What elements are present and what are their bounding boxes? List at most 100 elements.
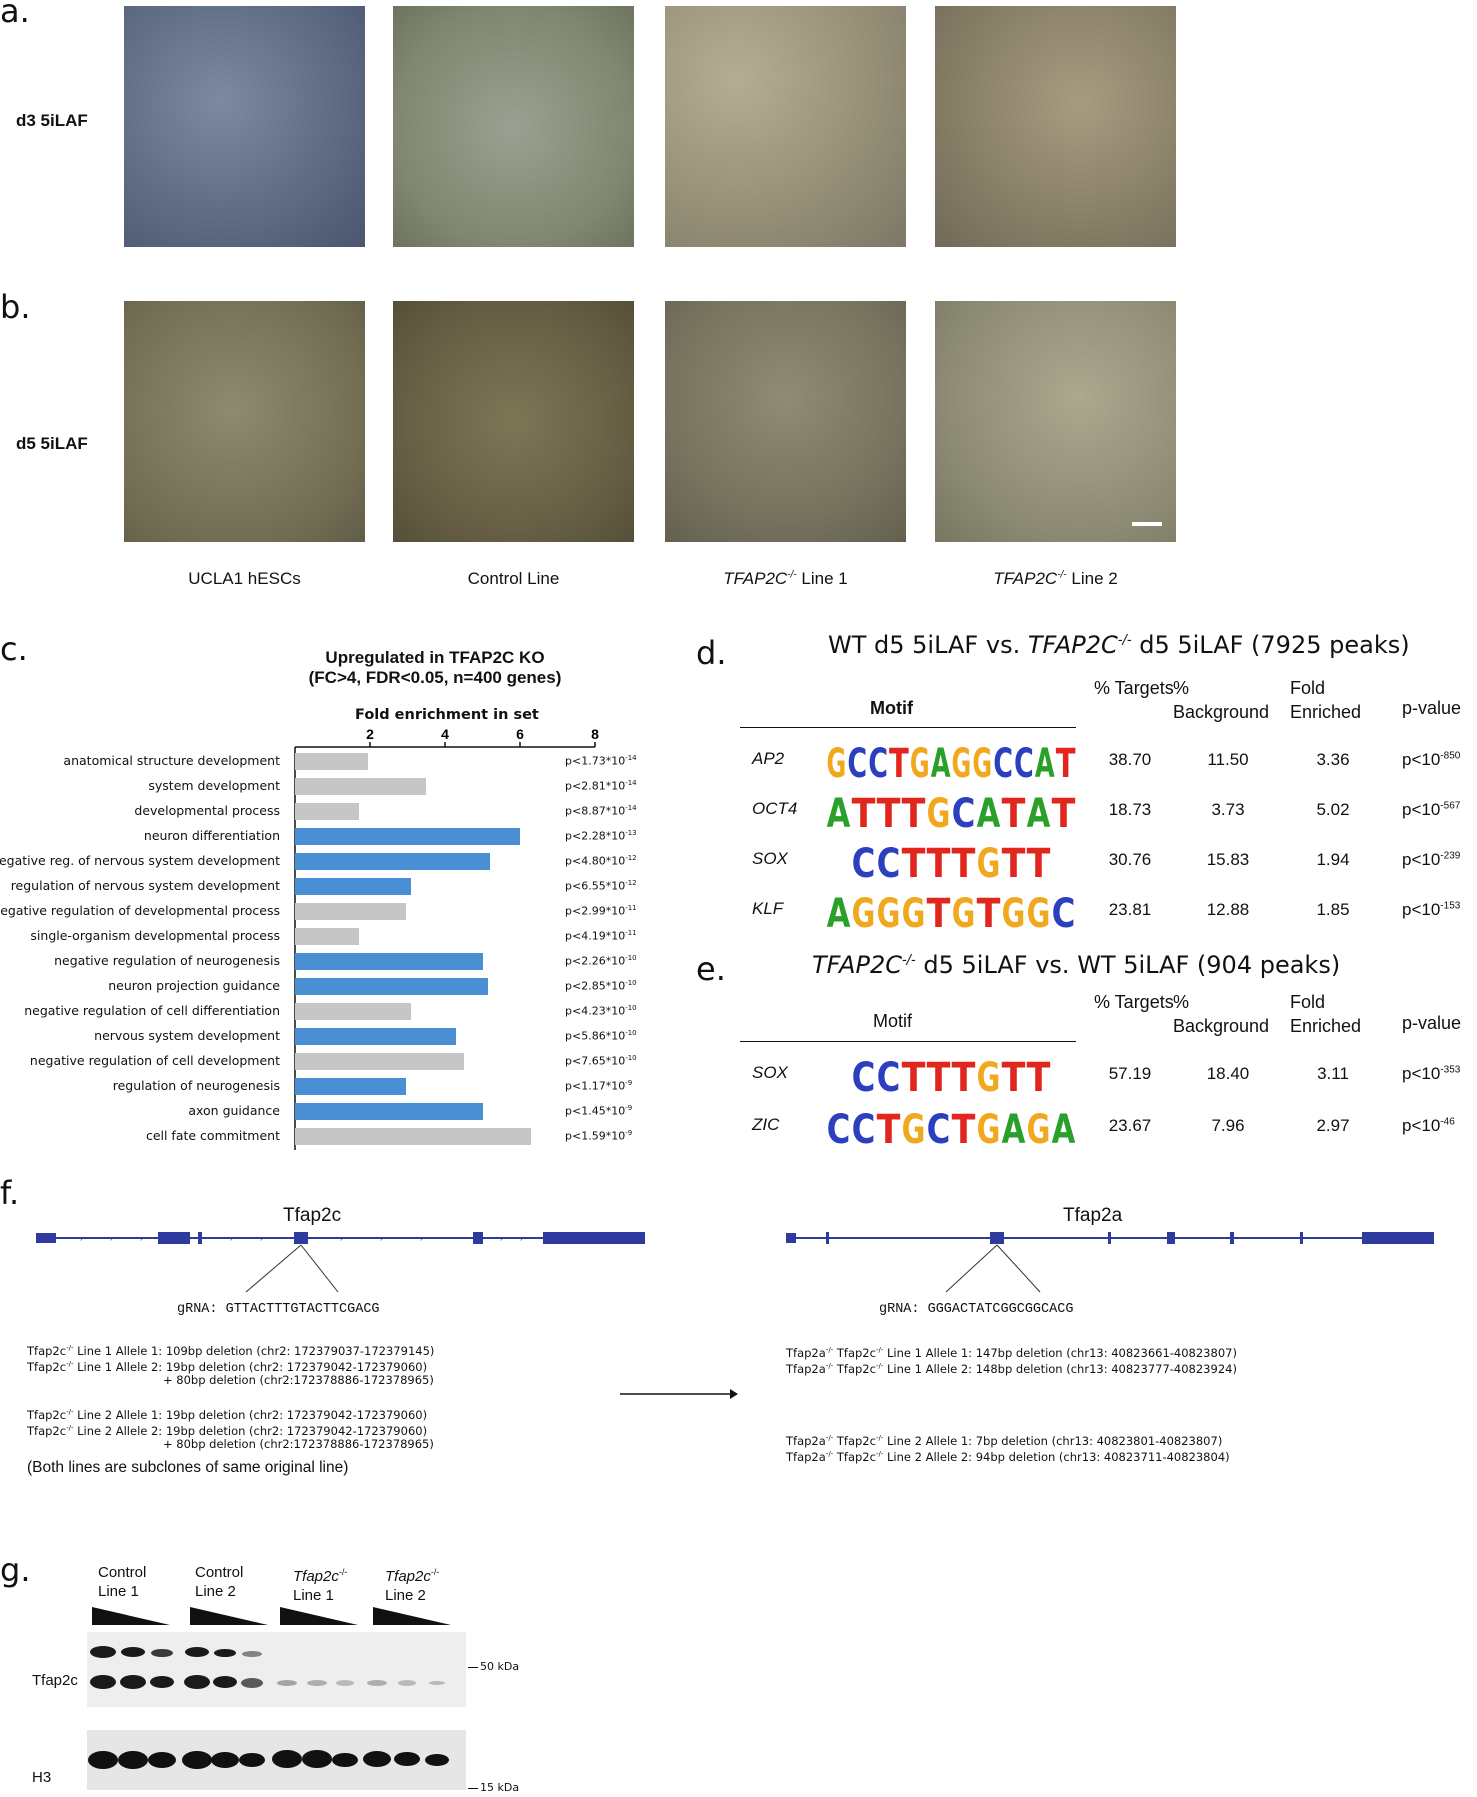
category-label: negative reg. of nervous system developm…: [0, 853, 280, 868]
svg-text:C: C: [852, 1107, 876, 1147]
svg-text:G: G: [1027, 1107, 1051, 1147]
gene-models: › › › › › › › › › ›: [36, 1232, 1434, 1293]
motif-targets-cell: 23.81: [1108, 900, 1152, 919]
micrograph-a-ucla1: [124, 6, 365, 247]
motif-fold-cell: 1.85: [1316, 900, 1350, 919]
row-label-d3: d3 5iLAF: [16, 111, 88, 130]
svg-text:C: C: [993, 741, 1013, 781]
p-value-label: p<7.65*10-10: [565, 1054, 637, 1068]
p-value-label: p<1.45*10-9: [565, 1104, 633, 1118]
svg-text:C: C: [927, 1107, 951, 1147]
gene-name-tfap2a: Tfap2a: [1063, 1205, 1123, 1226]
allele-l2a2-extra: + 80bp deletion (chr2:172378886-17237896…: [163, 1437, 434, 1451]
svg-text:T: T: [977, 891, 1001, 931]
motif-gene-label: SOX: [752, 849, 788, 868]
lane-control-line1: Control Line 1: [98, 1564, 147, 1600]
svg-text:T: T: [877, 791, 901, 831]
motif-targets-cell: 18.73: [1108, 800, 1152, 819]
svg-text:C: C: [952, 791, 976, 831]
motif-targets-cell: 30.76: [1108, 850, 1152, 869]
svg-text:T: T: [927, 891, 951, 931]
bar: [295, 1003, 412, 1020]
svg-text:T: T: [1052, 791, 1076, 831]
bar: [295, 828, 520, 845]
svg-text:T: T: [927, 841, 951, 881]
svg-text:G: G: [902, 1107, 926, 1147]
tfap2a-gene-model: [786, 1232, 1434, 1293]
category-label: negative regulation of neurogenesis: [54, 953, 280, 968]
grna-tfap2c: gRNA: GTTACTTTGTACTTCGACG: [177, 1302, 380, 1317]
svg-text:A: A: [1052, 1107, 1076, 1147]
header-targets-e: % Targets: [1094, 992, 1174, 1012]
micrograph-b-control: [393, 301, 634, 542]
motif-pvalue-cell: p<10-46: [1402, 1116, 1455, 1135]
lane-ko-line1: Tfap2c-/- Line 1: [293, 1567, 348, 1604]
p-value-label: p<6.55*10-12: [565, 879, 637, 893]
p-value-label: p<8.87*10-14: [565, 804, 637, 818]
caption-ko-line1: TFAP2C-/- Line 1: [723, 569, 848, 588]
table-e-rule: [740, 1041, 1076, 1042]
x-tick-label: 6: [516, 726, 524, 742]
svg-text:G: G: [952, 891, 976, 931]
motif-gene-label: KLF: [752, 899, 784, 918]
svg-text:T: T: [877, 1107, 901, 1147]
table-d-rule: [740, 727, 1076, 728]
bar-chart: anatomical structure development p<1.73*1…: [0, 0, 640, 1150]
micrograph-a-control: [393, 6, 634, 247]
motif-pvalue-cell: p<10-353: [1402, 1064, 1461, 1083]
blot-h3: [87, 1730, 466, 1790]
svg-text:G: G: [852, 891, 876, 931]
svg-text:›: ›: [340, 1234, 343, 1243]
motif-fold-cell: 1.94: [1316, 850, 1350, 869]
panel-label-a: a.: [0, 0, 30, 30]
motif-pvalue-cell: p<10-567: [1402, 800, 1461, 819]
motif-background-cell: 7.96: [1211, 1116, 1245, 1135]
svg-text:G: G: [827, 741, 847, 781]
svg-text:T: T: [1002, 1055, 1026, 1095]
svg-text:C: C: [868, 741, 888, 781]
svg-text:C: C: [827, 1107, 851, 1147]
svg-text:T: T: [1002, 841, 1026, 881]
bar: [295, 903, 406, 920]
motif-background-cell: 3.73: [1211, 800, 1245, 819]
svg-text:G: G: [1027, 891, 1051, 931]
svg-text:G: G: [877, 891, 901, 931]
p-value-label: p<2.99*10-11: [565, 904, 637, 918]
svg-text:›: ›: [260, 1234, 263, 1243]
lane-control-line2: Control Line 2: [195, 1564, 244, 1600]
p-value-label: p<2.81*10-14: [565, 779, 637, 793]
svg-text:T: T: [902, 1055, 926, 1095]
svg-text:T: T: [952, 841, 976, 881]
svg-text:T: T: [1002, 791, 1026, 831]
micrograph-b-ko1: [665, 301, 906, 542]
panel-label-g: g.: [0, 1551, 31, 1589]
category-label: axon guidance: [188, 1103, 280, 1118]
svg-text:G: G: [977, 841, 1001, 881]
motif-background-cell: 11.50: [1207, 750, 1249, 769]
motif-gene-label: AP2: [752, 749, 785, 768]
category-label: anatomical structure development: [63, 753, 280, 768]
allele-l1a2-extra: + 80bp deletion (chr2:172378886-17237896…: [163, 1373, 434, 1387]
svg-text:G: G: [952, 741, 972, 781]
caption-ko-line2: TFAP2C-/- Line 2: [993, 569, 1118, 588]
motif-fold-cell: 5.02: [1316, 800, 1350, 819]
row-label-d5: d5 5iLAF: [16, 434, 88, 453]
bar: [295, 1128, 532, 1145]
bar: [295, 1053, 464, 1070]
marker-15kda: 15 kDa: [480, 1781, 520, 1794]
header-fold-d: Fold Enriched: [1290, 678, 1362, 722]
motif-pvalue-cell: p<10-239: [1402, 850, 1461, 869]
motif-background-cell: 18.40: [1206, 1064, 1250, 1083]
svg-text:G: G: [927, 791, 951, 831]
svg-text:A: A: [931, 741, 951, 781]
svg-text:C: C: [877, 841, 901, 881]
header-pvalue-d: p-value: [1402, 698, 1462, 718]
bar: [295, 753, 369, 770]
grna-tfap2a: gRNA: GGGACTATCGGCGGCACG: [879, 1302, 1074, 1317]
svg-text:C: C: [852, 841, 876, 881]
allele-dko-l1a2: Tfap2a-/- Tfap2c-/- Line 1 Allele 2: 148…: [786, 1361, 1237, 1376]
motif-pvalue-cell: p<10-850: [1402, 750, 1461, 769]
marker-tick-15: [468, 1788, 478, 1789]
motif-gene-label: OCT4: [752, 799, 798, 818]
